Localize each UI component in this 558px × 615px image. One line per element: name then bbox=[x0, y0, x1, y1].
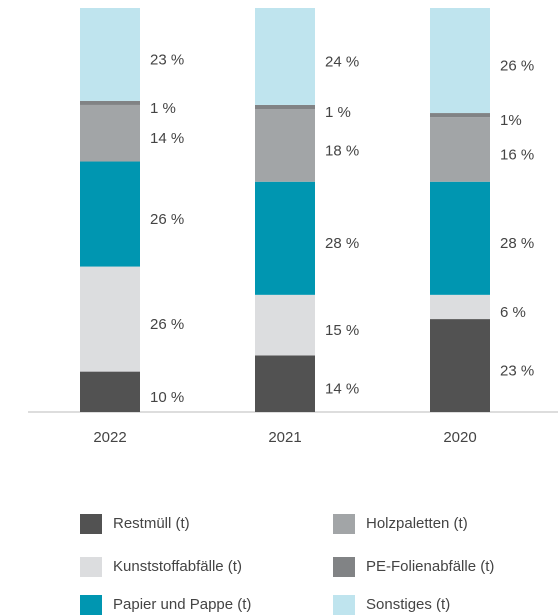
value-label: 18 % bbox=[325, 142, 359, 159]
legend-swatch bbox=[80, 557, 102, 577]
value-label: 26 % bbox=[150, 211, 184, 228]
value-label: 23 % bbox=[500, 363, 534, 380]
legend-label: Holzpaletten (t) bbox=[366, 515, 468, 532]
bar-segment bbox=[430, 319, 490, 412]
legend-swatch bbox=[80, 514, 102, 534]
bar-segment bbox=[255, 294, 315, 356]
legend-swatch bbox=[333, 595, 355, 615]
bar-segment bbox=[255, 8, 315, 105]
value-label: 1 % bbox=[150, 100, 176, 117]
legend-swatch bbox=[80, 595, 102, 615]
value-label: 14 % bbox=[150, 130, 184, 147]
bar-segment bbox=[80, 100, 140, 105]
bar-segment bbox=[80, 161, 140, 267]
value-label: 1 % bbox=[325, 104, 351, 121]
value-label: 26 % bbox=[150, 316, 184, 333]
bar-segment bbox=[80, 266, 140, 372]
value-label: 24 % bbox=[325, 53, 359, 70]
value-label: 6 % bbox=[500, 304, 526, 321]
legend-label: Sonstiges (t) bbox=[366, 596, 450, 613]
value-label: 1% bbox=[500, 112, 522, 129]
bar-segment bbox=[255, 355, 315, 412]
bar-segment bbox=[430, 113, 490, 118]
value-label: 15 % bbox=[325, 322, 359, 339]
bar-segment bbox=[430, 8, 490, 114]
legend-label: Papier und Pappe (t) bbox=[113, 596, 251, 613]
value-label: 14 % bbox=[325, 381, 359, 398]
legend-label: Kunststoffabfälle (t) bbox=[113, 558, 242, 575]
value-label: 28 % bbox=[500, 235, 534, 252]
legend-label: Restmüll (t) bbox=[113, 515, 190, 532]
value-label: 16 % bbox=[500, 146, 534, 163]
bar-segment bbox=[80, 104, 140, 162]
bar-segment bbox=[430, 181, 490, 295]
value-label: 10 % bbox=[150, 389, 184, 406]
legend-swatch bbox=[333, 514, 355, 534]
value-label: 28 % bbox=[325, 235, 359, 252]
bar-segment bbox=[80, 8, 140, 101]
bar-segment bbox=[255, 109, 315, 182]
bar-segment bbox=[255, 104, 315, 109]
bar-segment bbox=[430, 117, 490, 182]
bar-segment bbox=[80, 371, 140, 412]
bar-segment bbox=[255, 181, 315, 295]
x-tick-label: 2021 bbox=[268, 429, 301, 446]
legend-label: PE-Folienabfälle (t) bbox=[366, 558, 494, 575]
bar-segment bbox=[430, 294, 490, 320]
value-label: 26 % bbox=[500, 57, 534, 74]
x-tick-label: 2022 bbox=[93, 429, 126, 446]
legend-swatch bbox=[333, 557, 355, 577]
x-tick-label: 2020 bbox=[443, 429, 476, 446]
value-label: 23 % bbox=[150, 51, 184, 68]
